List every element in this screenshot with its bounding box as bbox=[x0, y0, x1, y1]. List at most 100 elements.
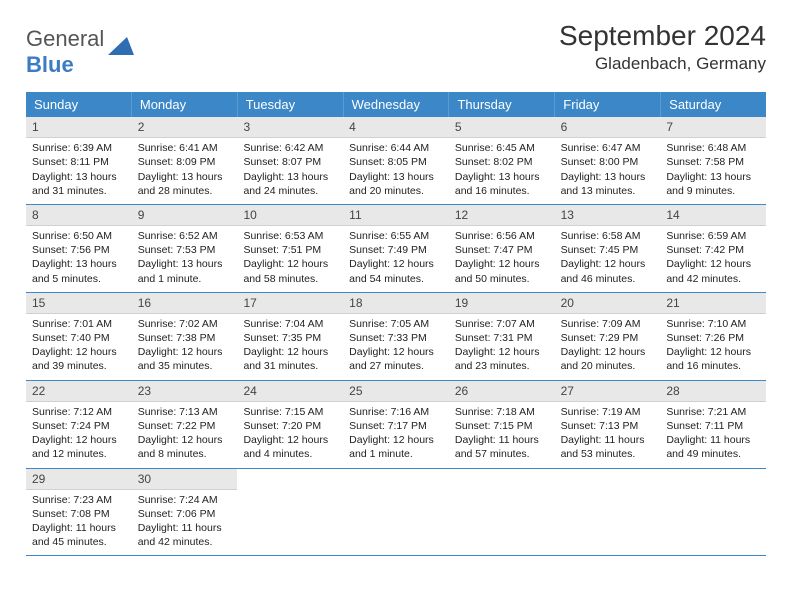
sunrise-text: Sunrise: 7:04 AM bbox=[243, 317, 337, 331]
sunrise-text: Sunrise: 7:16 AM bbox=[349, 405, 443, 419]
sunrise-text: Sunrise: 7:07 AM bbox=[455, 317, 549, 331]
sunset-text: Sunset: 7:15 PM bbox=[455, 419, 549, 433]
sunset-text: Sunset: 7:49 PM bbox=[349, 243, 443, 257]
sunset-text: Sunset: 7:20 PM bbox=[243, 419, 337, 433]
daylight-text: Daylight: 13 hours and 16 minutes. bbox=[455, 170, 549, 198]
week-row: 8Sunrise: 6:50 AMSunset: 7:56 PMDaylight… bbox=[26, 205, 766, 293]
daylight-text: Daylight: 11 hours and 53 minutes. bbox=[561, 433, 655, 461]
sunset-text: Sunset: 7:24 PM bbox=[32, 419, 126, 433]
day-number: 3 bbox=[237, 117, 343, 138]
title-block: September 2024 Gladenbach, Germany bbox=[559, 20, 766, 74]
daylight-text: Daylight: 13 hours and 24 minutes. bbox=[243, 170, 337, 198]
day-number: 16 bbox=[132, 293, 238, 314]
day-body: Sunrise: 7:24 AMSunset: 7:06 PMDaylight:… bbox=[132, 490, 238, 556]
logo-part2: Blue bbox=[26, 52, 74, 77]
daylight-text: Daylight: 12 hours and 23 minutes. bbox=[455, 345, 549, 373]
sunset-text: Sunset: 7:08 PM bbox=[32, 507, 126, 521]
daylight-text: Daylight: 12 hours and 8 minutes. bbox=[138, 433, 232, 461]
calendar: SundayMondayTuesdayWednesdayThursdayFrid… bbox=[26, 92, 766, 556]
day-cell: 23Sunrise: 7:13 AMSunset: 7:22 PMDayligh… bbox=[132, 381, 238, 468]
sunset-text: Sunset: 7:47 PM bbox=[455, 243, 549, 257]
logo: General Blue bbox=[26, 26, 134, 78]
day-number: 18 bbox=[343, 293, 449, 314]
day-cell: 5Sunrise: 6:45 AMSunset: 8:02 PMDaylight… bbox=[449, 117, 555, 204]
day-number: 11 bbox=[343, 205, 449, 226]
logo-part1: General bbox=[26, 26, 104, 51]
sunset-text: Sunset: 7:13 PM bbox=[561, 419, 655, 433]
sunrise-text: Sunrise: 6:42 AM bbox=[243, 141, 337, 155]
day-cell: 16Sunrise: 7:02 AMSunset: 7:38 PMDayligh… bbox=[132, 293, 238, 380]
day-body: Sunrise: 7:16 AMSunset: 7:17 PMDaylight:… bbox=[343, 402, 449, 468]
day-cell: 19Sunrise: 7:07 AMSunset: 7:31 PMDayligh… bbox=[449, 293, 555, 380]
day-header-sunday: Sunday bbox=[26, 92, 132, 117]
day-cell: 11 Sunrise: 6:55 AMSunset: 7:49 PMDayligh… bbox=[343, 205, 449, 292]
daylight-text: Daylight: 12 hours and 50 minutes. bbox=[455, 257, 549, 285]
day-number: 28 bbox=[660, 381, 766, 402]
day-cell: 15Sunrise: 7:01 AMSunset: 7:40 PMDayligh… bbox=[26, 293, 132, 380]
day-number: 5 bbox=[449, 117, 555, 138]
day-body: Sunrise: 6:45 AMSunset: 8:02 PMDaylight:… bbox=[449, 138, 555, 204]
sunrise-text: Sunrise: 6:41 AM bbox=[138, 141, 232, 155]
sunrise-text: Sunrise: 7:12 AM bbox=[32, 405, 126, 419]
day-body: Sunrise: 7:23 AMSunset: 7:08 PMDaylight:… bbox=[26, 490, 132, 556]
sunset-text: Sunset: 7:45 PM bbox=[561, 243, 655, 257]
day-cell: 10Sunrise: 6:53 AMSunset: 7:51 PMDayligh… bbox=[237, 205, 343, 292]
day-number: 24 bbox=[237, 381, 343, 402]
daylight-text: Daylight: 11 hours and 45 minutes. bbox=[32, 521, 126, 549]
day-number: 21 bbox=[660, 293, 766, 314]
sunset-text: Sunset: 7:11 PM bbox=[666, 419, 760, 433]
day-body: Sunrise: 7:19 AMSunset: 7:13 PMDaylight:… bbox=[555, 402, 661, 468]
sunrise-text: Sunrise: 6:59 AM bbox=[666, 229, 760, 243]
sunrise-text: Sunrise: 7:01 AM bbox=[32, 317, 126, 331]
daylight-text: Daylight: 12 hours and 39 minutes. bbox=[32, 345, 126, 373]
day-body: Sunrise: 6:47 AMSunset: 8:00 PMDaylight:… bbox=[555, 138, 661, 204]
sunset-text: Sunset: 8:00 PM bbox=[561, 155, 655, 169]
day-number: 6 bbox=[555, 117, 661, 138]
day-body: Sunrise: 7:10 AMSunset: 7:26 PMDaylight:… bbox=[660, 314, 766, 380]
sunset-text: Sunset: 7:53 PM bbox=[138, 243, 232, 257]
day-body: Sunrise: 6:39 AMSunset: 8:11 PMDaylight:… bbox=[26, 138, 132, 204]
sunset-text: Sunset: 8:07 PM bbox=[243, 155, 337, 169]
sunrise-text: Sunrise: 6:39 AM bbox=[32, 141, 126, 155]
logo-text: General Blue bbox=[26, 26, 104, 78]
sunset-text: Sunset: 7:06 PM bbox=[138, 507, 232, 521]
sunrise-text: Sunrise: 7:02 AM bbox=[138, 317, 232, 331]
daylight-text: Daylight: 12 hours and 4 minutes. bbox=[243, 433, 337, 461]
daylight-text: Daylight: 12 hours and 12 minutes. bbox=[32, 433, 126, 461]
day-cell: 6Sunrise: 6:47 AMSunset: 8:00 PMDaylight… bbox=[555, 117, 661, 204]
sunset-text: Sunset: 7:33 PM bbox=[349, 331, 443, 345]
sunset-text: Sunset: 8:11 PM bbox=[32, 155, 126, 169]
day-number: 20 bbox=[555, 293, 661, 314]
day-number: 26 bbox=[449, 381, 555, 402]
sunset-text: Sunset: 7:26 PM bbox=[666, 331, 760, 345]
day-number: 7 bbox=[660, 117, 766, 138]
daylight-text: Daylight: 12 hours and 42 minutes. bbox=[666, 257, 760, 285]
day-body: Sunrise: 7:21 AMSunset: 7:11 PMDaylight:… bbox=[660, 402, 766, 468]
day-number: 23 bbox=[132, 381, 238, 402]
day-number: 12 bbox=[449, 205, 555, 226]
sunset-text: Sunset: 7:22 PM bbox=[138, 419, 232, 433]
day-body: Sunrise: 7:07 AMSunset: 7:31 PMDaylight:… bbox=[449, 314, 555, 380]
sunset-text: Sunset: 7:17 PM bbox=[349, 419, 443, 433]
daylight-text: Daylight: 12 hours and 16 minutes. bbox=[666, 345, 760, 373]
header: General Blue September 2024 Gladenbach, … bbox=[26, 20, 766, 78]
sunrise-text: Sunrise: 6:55 AM bbox=[349, 229, 443, 243]
daylight-text: Daylight: 12 hours and 1 minute. bbox=[349, 433, 443, 461]
sunset-text: Sunset: 7:42 PM bbox=[666, 243, 760, 257]
daylight-text: Daylight: 12 hours and 54 minutes. bbox=[349, 257, 443, 285]
day-body: Sunrise: 7:12 AMSunset: 7:24 PMDaylight:… bbox=[26, 402, 132, 468]
day-body: Sunrise: 6:41 AMSunset: 8:09 PMDaylight:… bbox=[132, 138, 238, 204]
daylight-text: Daylight: 13 hours and 1 minute. bbox=[138, 257, 232, 285]
sunrise-text: Sunrise: 6:50 AM bbox=[32, 229, 126, 243]
day-cell: 29Sunrise: 7:23 AMSunset: 7:08 PMDayligh… bbox=[26, 469, 132, 556]
daylight-text: Daylight: 13 hours and 20 minutes. bbox=[349, 170, 443, 198]
day-body: Sunrise: 6:53 AMSunset: 7:51 PMDaylight:… bbox=[237, 226, 343, 292]
sunrise-text: Sunrise: 6:56 AM bbox=[455, 229, 549, 243]
logo-triangle-icon bbox=[108, 35, 134, 60]
day-cell: 20Sunrise: 7:09 AMSunset: 7:29 PMDayligh… bbox=[555, 293, 661, 380]
day-cell: 7Sunrise: 6:48 AMSunset: 7:58 PMDaylight… bbox=[660, 117, 766, 204]
day-body: Sunrise: 7:13 AMSunset: 7:22 PMDaylight:… bbox=[132, 402, 238, 468]
sunset-text: Sunset: 8:02 PM bbox=[455, 155, 549, 169]
day-body: Sunrise: 7:04 AMSunset: 7:35 PMDaylight:… bbox=[237, 314, 343, 380]
day-body: Sunrise: 7:09 AMSunset: 7:29 PMDaylight:… bbox=[555, 314, 661, 380]
